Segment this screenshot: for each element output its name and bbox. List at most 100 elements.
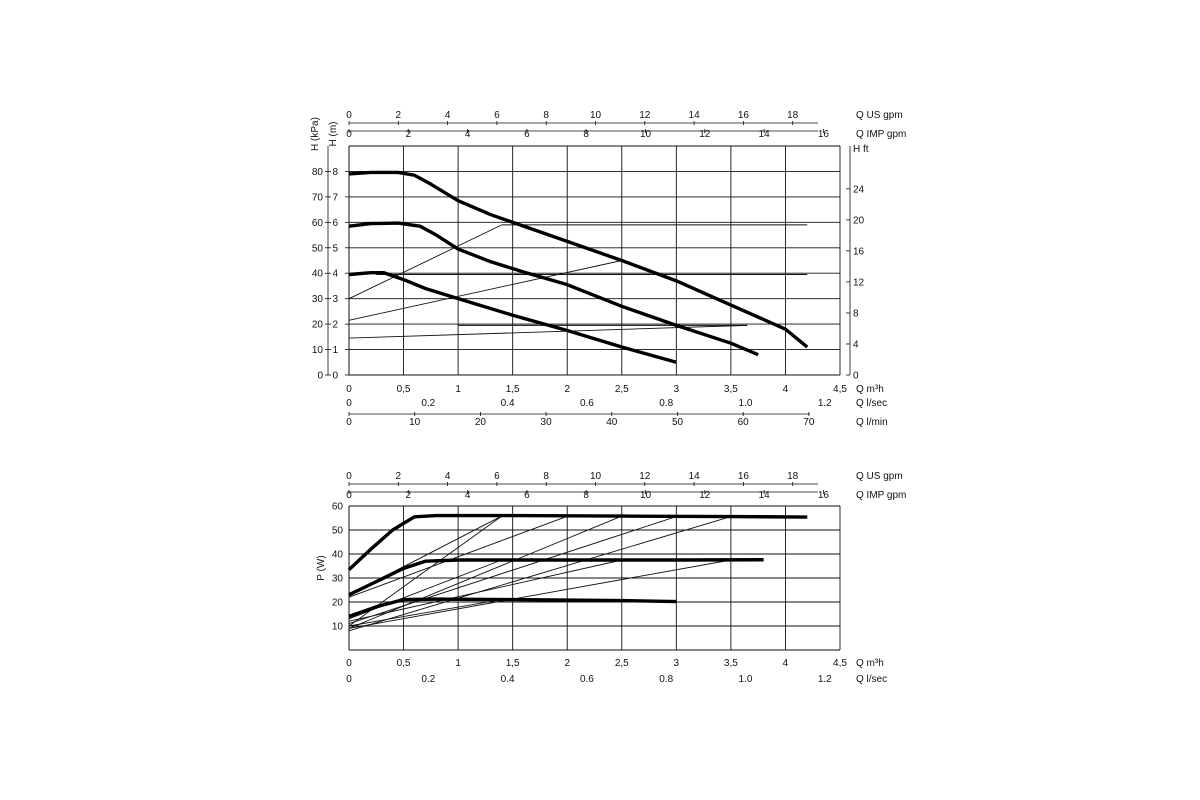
secondary-x-tick-label: 1.2: [818, 398, 832, 409]
secondary-x-axis: 0 2 4 6 8 10 12 14 16 18 Q US gpm: [346, 471, 903, 486]
secondary-x-tick-label: 8: [583, 129, 589, 140]
secondary-x-tick-label: 8: [583, 490, 589, 501]
y-axis-title: P (W): [316, 555, 327, 580]
kpa-tick-label: 0: [317, 371, 323, 382]
secondary-x-tick-label: 12: [699, 490, 711, 501]
reference-line: [348, 516, 677, 625]
x-tick-label: 1,5: [506, 658, 520, 669]
secondary-x-tick-label: 0: [346, 417, 352, 428]
secondary-x-tick-label: 2: [396, 110, 402, 121]
secondary-x-tick-label: 14: [759, 129, 771, 140]
secondary-x-tick-label: 40: [606, 417, 618, 428]
x-tick-label: 4,5: [833, 658, 847, 669]
secondary-y-axis: 0 4 8 12 16 20 24 H ft: [846, 144, 869, 382]
secondary-x-tick-label: 6: [524, 490, 530, 501]
secondary-x-tick-label: 12: [639, 110, 651, 121]
secondary-x-tick-label: 10: [590, 471, 602, 482]
secondary-x-tick-label: 0: [346, 129, 352, 140]
ft-axis-title: H ft: [853, 144, 869, 155]
grid: [349, 505, 840, 627]
kpa-tick-label: 30: [312, 294, 324, 305]
secondary-x-tick-label: 1.0: [739, 398, 753, 409]
kpa-tick-label: 80: [312, 167, 324, 178]
reference-line: [348, 559, 731, 629]
secondary-x-tick-label: 0: [346, 674, 352, 685]
x-tick-label: 1,5: [506, 384, 520, 395]
kpa-axis-title: H (kPa): [310, 117, 321, 151]
secondary-x-tick-label: 10: [590, 110, 602, 121]
reference-line: [348, 515, 568, 598]
secondary-x-tick-label: 0.4: [501, 674, 515, 685]
secondary-x-tick-label: 0.8: [659, 674, 673, 685]
x-tick-label: 3,5: [724, 658, 738, 669]
y-tick-label: 6: [332, 218, 338, 229]
secondary-x-tick-label: 2: [406, 129, 412, 140]
y-axis-title: H (m): [328, 122, 339, 147]
x-tick-label: 4: [783, 384, 789, 395]
ft-tick-label: 8: [853, 308, 859, 319]
secondary-x-tick-label: 0.6: [580, 398, 594, 409]
reference-line: [348, 559, 622, 622]
ft-tick-label: 24: [853, 184, 865, 195]
secondary-x-tick-label: 0: [346, 490, 352, 501]
secondary-x-axis-title: Q l/sec: [856, 398, 887, 409]
reference-line: [348, 599, 502, 627]
secondary-x-tick-label: 14: [689, 471, 701, 482]
secondary-x-tick-label: 0: [346, 471, 352, 482]
secondary-x-axis: 0 0.2 0.4 0.6 0.8 1.0 1.2 Q l/sec: [346, 398, 887, 409]
secondary-x-tick-label: 0.4: [501, 398, 515, 409]
secondary-x-tick-label: 8: [543, 110, 549, 121]
secondary-x-tick-label: 4: [465, 129, 471, 140]
y-tick-label: 60: [332, 502, 344, 513]
secondary-x-axis-title: Q US gpm: [856, 110, 903, 121]
secondary-x-tick-label: 8: [543, 471, 549, 482]
x-axis-title: Q m³h: [856, 658, 884, 669]
secondary-x-tick-label: 60: [738, 417, 750, 428]
secondary-x-tick-label: 20: [475, 417, 487, 428]
x-tick-label: 4,5: [833, 384, 847, 395]
kpa-tick-label: 40: [312, 269, 324, 280]
secondary-x-tick-label: 0.8: [659, 398, 673, 409]
y-tick-label: 1: [332, 345, 338, 356]
secondary-x-tick-label: 18: [787, 110, 799, 121]
y-tick-label: 4: [332, 269, 338, 280]
x-tick-label: 1: [455, 384, 461, 395]
x-tick-label: 2: [564, 384, 570, 395]
x-tick-label: 2: [564, 658, 570, 669]
secondary-x-tick-label: 0.6: [580, 674, 594, 685]
ft-tick-label: 4: [853, 339, 859, 350]
kpa-tick-label: 70: [312, 192, 324, 203]
secondary-x-axis: 0 2 4 6 8 10 12 14 16 18 Q US gpm: [346, 110, 903, 125]
x-tick-label: 2,5: [615, 658, 629, 669]
x-tick-label: 4: [783, 658, 789, 669]
ft-tick-label: 16: [853, 246, 865, 257]
y-tick-label: 5: [332, 243, 338, 254]
x-tick-label: 1: [455, 658, 461, 669]
x-tick-label: 3,5: [724, 384, 738, 395]
secondary-y-axis: 0 10 20 30 40 50 60 70 80 H (kPa): [310, 117, 331, 382]
y-tick-label: 50: [332, 526, 344, 537]
secondary-x-tick-label: 12: [699, 129, 711, 140]
secondary-x-axis-title: Q l/sec: [856, 674, 887, 685]
x-tick-label: 3: [674, 384, 680, 395]
secondary-x-tick-label: 6: [494, 471, 500, 482]
secondary-x-tick-label: 14: [759, 490, 771, 501]
ft-tick-label: 12: [853, 277, 865, 288]
secondary-x-axis-title: Q IMP gpm: [856, 129, 906, 140]
kpa-tick-label: 50: [312, 243, 324, 254]
y-tick-label: 2: [332, 320, 338, 331]
secondary-x-tick-label: 1.2: [818, 674, 832, 685]
pump-curve-series-3: [348, 271, 677, 364]
secondary-x-axis-title: Q US gpm: [856, 471, 903, 482]
secondary-x-tick-label: 50: [672, 417, 684, 428]
pump-curve-series-1: [347, 513, 808, 571]
pump-curve-series-2: [348, 558, 764, 597]
secondary-x-tick-label: 6: [494, 110, 500, 121]
secondary-x-tick-label: 1.0: [739, 674, 753, 685]
kpa-tick-label: 60: [312, 218, 324, 229]
x-tick-label: 2,5: [615, 384, 629, 395]
secondary-x-tick-label: 16: [738, 110, 750, 121]
x-tick-label: 0: [346, 384, 352, 395]
secondary-x-axis: 0 2 4 6 8 10 12 14 16 Q IMP gpm: [346, 129, 906, 140]
